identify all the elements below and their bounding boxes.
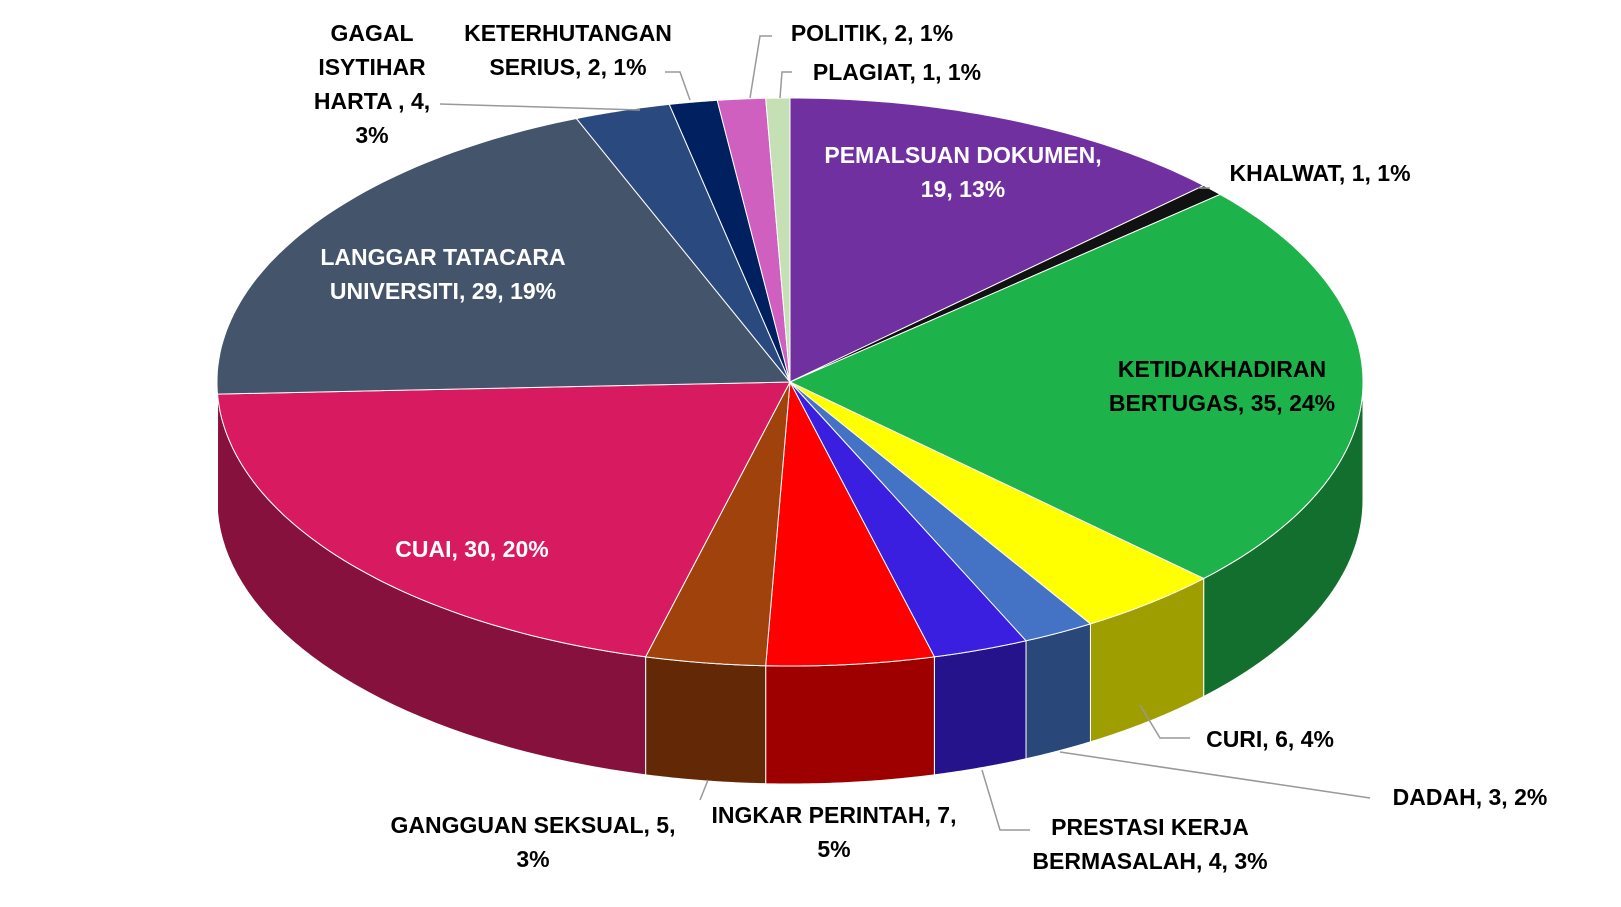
data-label: KETERHUTANGAN SERIUS, 2, 1% <box>464 20 672 80</box>
data-label: CURI, 6, 4% <box>1206 726 1334 752</box>
slice <box>789 97 1205 383</box>
slice <box>765 97 791 383</box>
slice <box>789 381 1027 658</box>
data-label: PLAGIAT, 1, 1% <box>812 59 982 85</box>
slice-side <box>645 656 767 785</box>
data-label: KHALWAT, 1, 1% <box>1229 160 1411 186</box>
slice <box>216 117 792 395</box>
slice-side <box>216 381 219 513</box>
leader-lines <box>439 35 1371 831</box>
slice <box>788 193 1364 580</box>
slice-side <box>1025 623 1091 760</box>
slice <box>789 184 1221 383</box>
slice <box>765 380 936 667</box>
tops <box>216 97 1364 667</box>
slice <box>789 381 1205 625</box>
slice <box>216 381 791 658</box>
data-label: KETIDAKHADIRAN BERTUGAS, 35, 24% <box>1108 356 1336 416</box>
data-label: POLITIK, 2, 1% <box>790 20 954 46</box>
slice <box>668 99 791 383</box>
slice <box>644 381 791 667</box>
sides <box>216 381 1364 785</box>
slice-side <box>933 640 1027 776</box>
slice <box>789 381 1092 642</box>
data-label: PEMALSUAN DOKUMEN, 19, 13% <box>824 142 1102 202</box>
data-label: CUAI, 30, 20% <box>395 536 549 562</box>
data-label: GAGAL ISYTIHAR HARTA , 4, 3% <box>313 20 431 148</box>
slice <box>716 97 791 383</box>
data-label: INGKAR PERINTAH, 7, 5% <box>711 802 957 862</box>
data-label: GANGGUAN SEKSUAL, 5, 3% <box>390 812 676 872</box>
data-label: LANGGAR TATACARA UNIVERSITI, 29, 19% <box>320 244 566 304</box>
data-label: PRESTASI KERJA BERMASALAH, 4, 3% <box>1032 814 1268 874</box>
data-label: DADAH, 3, 2% <box>1392 784 1548 810</box>
slice-side <box>765 656 935 785</box>
slice <box>575 103 791 383</box>
